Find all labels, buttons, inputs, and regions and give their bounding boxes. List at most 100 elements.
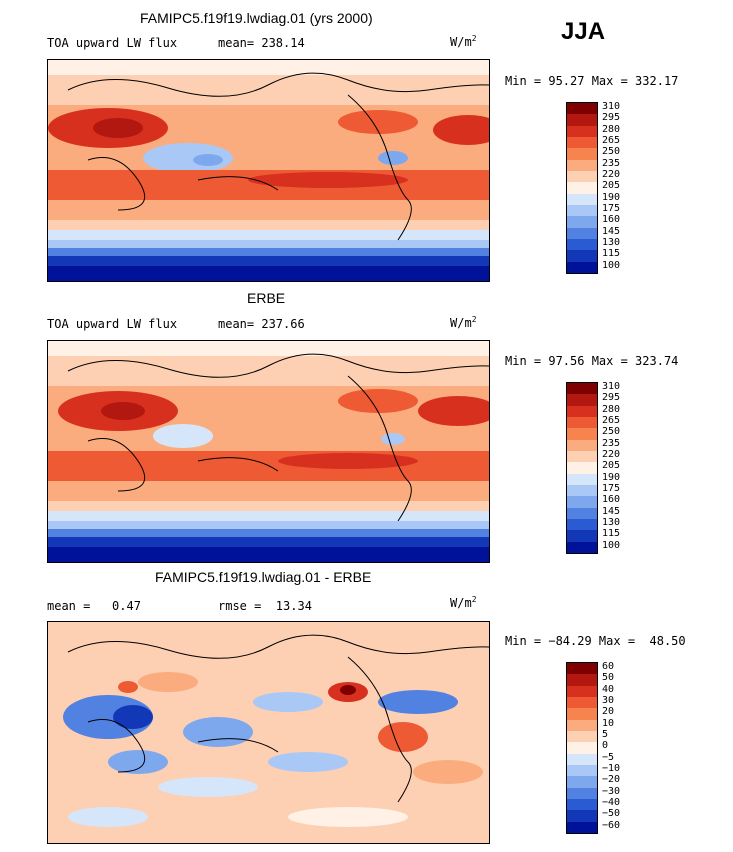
colorbar-swatch <box>567 170 597 183</box>
season-label: JJA <box>561 18 606 45</box>
panel-1-mean: mean= 238.14 <box>218 36 305 50</box>
colorbar-tick-label: 160 <box>602 494 621 506</box>
panel-3-colorbar-labels: 60 50 40 30 20 10 5 0 −5 −10 −20 −30 −40 −50 −60 <box>602 661 621 832</box>
colorbar-tick-label: 175 <box>602 482 621 494</box>
colorbar-tick-label: 280 <box>602 403 621 415</box>
colorbar-swatch <box>567 787 597 799</box>
colorbar-swatch <box>567 685 597 697</box>
colorbar-tick-label: −60 <box>602 819 621 831</box>
colorbar-swatch <box>567 663 597 675</box>
colorbar-tick-label: 295 <box>602 112 621 124</box>
colorbar-swatch <box>567 473 597 485</box>
colorbar-swatch <box>567 261 597 273</box>
colorbar-tick-label: 145 <box>602 505 621 517</box>
colorbar-tick-label: 280 <box>602 123 621 135</box>
panel-3-colorbar-swatches <box>566 662 598 834</box>
panel-3-rmse: rmse = 13.34 <box>218 599 312 613</box>
panel-1-units: W/m2 <box>450 34 477 49</box>
colorbar-swatch <box>567 148 597 160</box>
panel-1-colorbar-labels: 310 295 280 265 250 235 220 205 190 175 160 145 130 1… <box>602 101 621 272</box>
colorbar-swatch <box>567 103 597 115</box>
colorbar-swatch <box>567 159 597 171</box>
panel-2-variable: TOA upward LW flux <box>47 317 178 331</box>
colorbar-tick-label: 0 <box>602 740 609 752</box>
colorbar-tick-label: −20 <box>602 774 621 786</box>
colorbar-tick-label: 100 <box>602 539 621 551</box>
colorbar-swatch <box>567 764 597 777</box>
colorbar-swatch <box>567 439 597 451</box>
colorbar-tick-label: 235 <box>602 437 621 449</box>
colorbar-tick-label: 40 <box>602 683 615 695</box>
colorbar-tick-label: 50 <box>602 672 615 684</box>
panel-1-title: FAMIPC5.f19f19.lwdiag.01 (yrs 2000) <box>140 10 373 26</box>
colorbar-tick-label: −40 <box>602 796 621 808</box>
panel-1-variable: TOA upward LW flux <box>47 36 178 50</box>
panel-2-minmax: Min = 97.56 Max = 323.74 <box>505 354 679 368</box>
colorbar-tick-label: −5 <box>602 751 615 763</box>
colorbar-tick-label: −10 <box>602 762 621 774</box>
colorbar-swatch <box>567 674 597 686</box>
panel-2-map-fill <box>48 341 489 562</box>
colorbar-swatch <box>567 696 597 709</box>
colorbar-tick-label: −30 <box>602 785 621 797</box>
colorbar-swatch <box>567 719 597 731</box>
colorbar-tick-label: 250 <box>602 146 621 158</box>
colorbar-tick-label: 5 <box>602 728 609 740</box>
colorbar-tick-label: 265 <box>602 414 621 426</box>
colorbar-swatch <box>567 416 597 429</box>
colorbar-swatch <box>567 496 597 508</box>
colorbar-tick-label: 190 <box>602 471 621 483</box>
panel-1-map <box>47 59 490 282</box>
colorbar-swatch <box>567 125 597 137</box>
panel-3-units: W/m2 <box>450 595 477 610</box>
colorbar-swatch <box>567 742 597 754</box>
colorbar-tick-label: 115 <box>602 528 621 540</box>
colorbar-tick-label: 160 <box>602 214 621 226</box>
colorbar-tick-label: 310 <box>602 101 621 112</box>
colorbar-swatch <box>567 484 597 497</box>
colorbar-tick-label: −50 <box>602 808 621 820</box>
panel-1-minmax: Min = 95.27 Max = 332.17 <box>505 74 679 88</box>
colorbar-tick-label: 130 <box>602 236 621 248</box>
colorbar-tick-label: 235 <box>602 157 621 169</box>
colorbar-tick-label: 190 <box>602 191 621 203</box>
colorbar-tick-label: 295 <box>602 392 621 404</box>
colorbar-swatch <box>567 753 597 765</box>
colorbar-swatch <box>567 507 597 519</box>
colorbar-swatch <box>567 810 597 822</box>
colorbar-swatch <box>567 518 597 531</box>
colorbar-tick-label: 100 <box>602 259 621 271</box>
colorbar-tick-label: 115 <box>602 248 621 260</box>
colorbar-swatch <box>567 204 597 217</box>
panel-1-colorbar-swatches <box>566 102 598 274</box>
panel-3-title: FAMIPC5.f19f19.lwdiag.01 - ERBE <box>155 569 372 585</box>
colorbar-swatch <box>567 530 597 542</box>
colorbar-tick-label: 10 <box>602 717 615 729</box>
panel-2-colorbar-swatches <box>566 382 598 554</box>
colorbar-tick-label: 60 <box>602 661 615 672</box>
panel-1-colorbar: 310 295 280 265 250 235 220 205 190 175 160 145 130 1… <box>566 101 636 274</box>
colorbar-swatch <box>567 541 597 553</box>
colorbar-swatch <box>567 227 597 239</box>
colorbar-swatch <box>567 216 597 228</box>
panel-2-colorbar-labels: 310 295 280 265 250 235 220 205 190 175 160 145 130 1… <box>602 381 621 552</box>
colorbar-swatch <box>567 250 597 262</box>
colorbar-swatch <box>567 405 597 417</box>
colorbar-tick-label: 250 <box>602 426 621 438</box>
colorbar-tick-label: 205 <box>602 460 621 472</box>
colorbar-swatch <box>567 798 597 811</box>
panel-3-colorbar: 60 50 40 30 20 10 5 0 −5 −10 −20 −30 −40 −50 −60 <box>566 661 636 834</box>
colorbar-swatch <box>567 182 597 194</box>
colorbar-swatch <box>567 821 597 833</box>
panel-3-minmax: Min = −84.29 Max = 48.50 <box>505 634 686 648</box>
colorbar-swatch <box>567 114 597 126</box>
colorbar-swatch <box>567 193 597 205</box>
colorbar-swatch <box>567 383 597 395</box>
colorbar-tick-label: 145 <box>602 225 621 237</box>
panel-2-units: W/m2 <box>450 315 477 330</box>
panel-3-map <box>47 621 490 844</box>
colorbar-swatch <box>567 450 597 463</box>
colorbar-swatch <box>567 136 597 149</box>
colorbar-swatch <box>567 428 597 440</box>
colorbar-tick-label: 30 <box>602 694 615 706</box>
